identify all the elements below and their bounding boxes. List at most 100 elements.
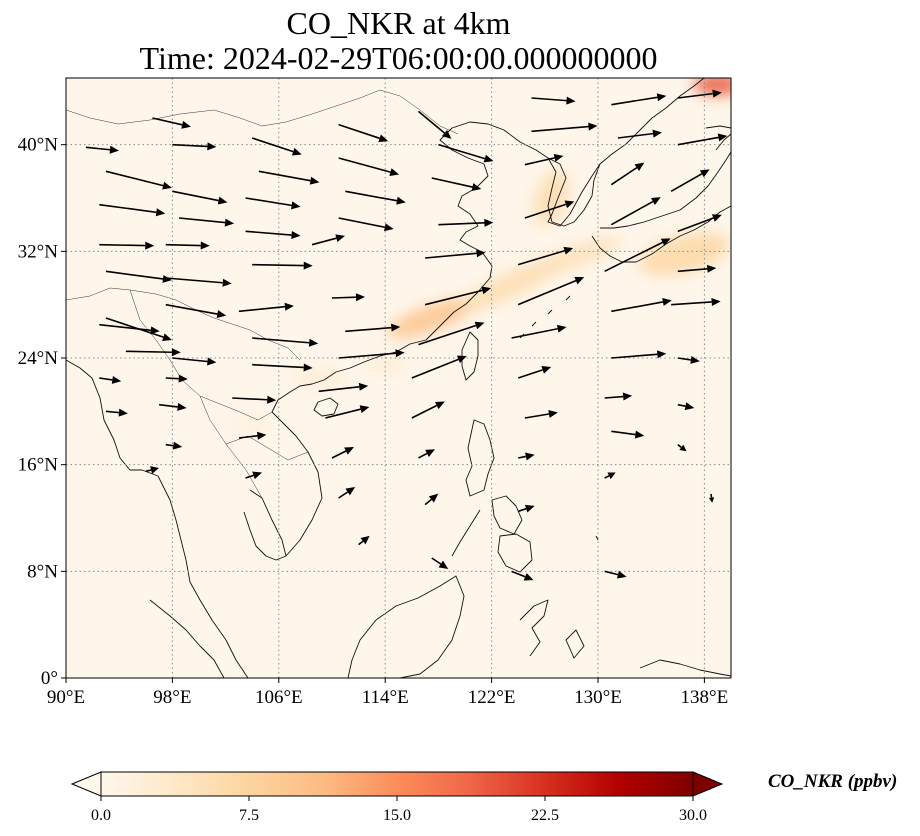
wind-arrow-shaft <box>524 203 567 219</box>
wind-arrow-head <box>162 274 172 283</box>
wind-arrow <box>311 234 346 246</box>
wind-arrow-shaft <box>338 352 396 359</box>
wind-arrow-head <box>438 560 449 569</box>
wind-arrow <box>524 153 564 166</box>
wind-arrow-shaft <box>418 452 428 459</box>
borneo-coastline <box>347 575 465 678</box>
hainan-coastline <box>313 397 339 417</box>
new-guinea-coastline <box>639 659 731 677</box>
map-title: CO_NKR at 4km <box>286 5 511 41</box>
colorbar-tick-label: 22.5 <box>531 807 559 824</box>
wind-arrow <box>418 321 485 346</box>
wind-arrow <box>517 504 535 513</box>
wind-arrow <box>611 93 667 106</box>
wind-arrow-shaft <box>159 403 178 408</box>
wind-arrow <box>318 382 369 393</box>
wind-arrow-head <box>222 278 232 287</box>
graticule <box>66 78 731 678</box>
wind-arrow-shaft <box>431 557 442 565</box>
wind-arrow-shaft <box>610 200 654 226</box>
wind-arrow-shaft <box>424 289 483 306</box>
wind-arrow <box>338 487 356 499</box>
wind-arrow-shaft <box>604 241 663 273</box>
wind-arrow <box>105 317 172 341</box>
wind-arrow-head <box>358 382 369 391</box>
wind-arrow-head <box>588 122 598 131</box>
wind-arrow-shaft <box>251 137 294 153</box>
colorbar-tick-label: 15.0 <box>383 807 411 824</box>
mainland-coastline <box>66 359 249 678</box>
wind-arrow-shaft <box>165 377 179 380</box>
wind-arrow-head <box>224 218 235 227</box>
wind-arrow <box>677 402 695 411</box>
wind-arrow-shaft <box>311 237 337 246</box>
wind-arrow <box>165 303 227 318</box>
wind-arrow <box>245 230 301 240</box>
colorbar: 0.0 7.5 15.0 22.5 30.0 <box>70 771 724 824</box>
wind-arrow-head <box>111 376 122 384</box>
wind-arrow-head <box>145 241 155 250</box>
wind-arrow-head <box>109 145 119 154</box>
wind-arrow <box>517 276 585 306</box>
colorbar-title: CO_NKR (ppbv) <box>768 771 898 792</box>
wind-arrow <box>708 493 715 503</box>
wind-arrow-shaft <box>677 268 708 273</box>
wind-arrow-shaft <box>105 170 164 187</box>
wind-arrow <box>238 302 294 313</box>
wind-arrow-head <box>216 310 227 318</box>
wind-arrow-shaft <box>105 317 164 338</box>
wind-arrow-shaft <box>517 507 527 513</box>
wind-arrow-shaft <box>424 498 432 506</box>
wind-arrow-shaft <box>611 96 658 106</box>
wind-arrow <box>345 323 401 333</box>
wind-arrow <box>670 169 710 193</box>
wind-arrow-shaft <box>252 337 310 344</box>
wind-arrow <box>531 122 598 133</box>
wind-arrow-shaft <box>411 358 459 379</box>
wind-arrow-head <box>706 264 717 273</box>
wind-arrow <box>604 392 633 401</box>
x-tick-label: 106°E <box>255 687 303 708</box>
japan-coastline <box>591 151 731 263</box>
wind-arrow-head <box>425 449 435 457</box>
wind-arrow-head <box>708 497 715 503</box>
wind-arrow-head <box>456 355 467 364</box>
wind-arrow <box>511 324 567 339</box>
wind-arrow <box>252 261 313 270</box>
wind-arrow-head <box>548 410 558 418</box>
wind-arrow <box>338 157 400 176</box>
wind-arrow-shaft <box>677 444 682 448</box>
wind-arrow-head <box>428 493 439 503</box>
wind-arrow <box>245 471 263 480</box>
wind-arrow <box>172 142 217 151</box>
map-time-subtitle: Time: 2024-02-29T06:00:00.000000000 <box>139 40 658 76</box>
wind-arrow <box>338 349 405 359</box>
wind-arrow <box>125 348 181 357</box>
wind-arrow-head <box>378 134 389 143</box>
wind-arrow <box>617 129 662 139</box>
co-plume <box>521 237 622 279</box>
wind-arrow-head <box>656 93 667 102</box>
coastlines <box>66 78 731 678</box>
wind-arrow-head <box>267 395 277 404</box>
wind-arrow-shaft <box>531 97 567 102</box>
wind-arrow-head <box>395 349 405 358</box>
wind-arrow <box>172 190 228 205</box>
wind-arrow <box>604 238 671 273</box>
wind-arrow-shaft <box>105 270 164 280</box>
wind-arrow-head <box>471 183 482 191</box>
wind-arrow-head <box>150 466 159 474</box>
wind-arrow-head <box>309 176 320 185</box>
indochina-coastline <box>243 78 705 561</box>
wind-arrow <box>165 374 188 383</box>
wind-arrow-shaft <box>245 197 292 207</box>
wind-arrow-head <box>177 402 187 411</box>
wind-arrow-head <box>181 120 191 129</box>
wind-arrow-shaft <box>99 203 157 214</box>
wind-arrow <box>677 444 687 452</box>
wind-arrow-shaft <box>677 217 714 233</box>
wind-arrow-shaft <box>524 413 550 419</box>
wind-arrow-head <box>252 471 263 480</box>
wind-arrow-head <box>563 246 574 255</box>
halmahera-coastline <box>565 629 585 659</box>
